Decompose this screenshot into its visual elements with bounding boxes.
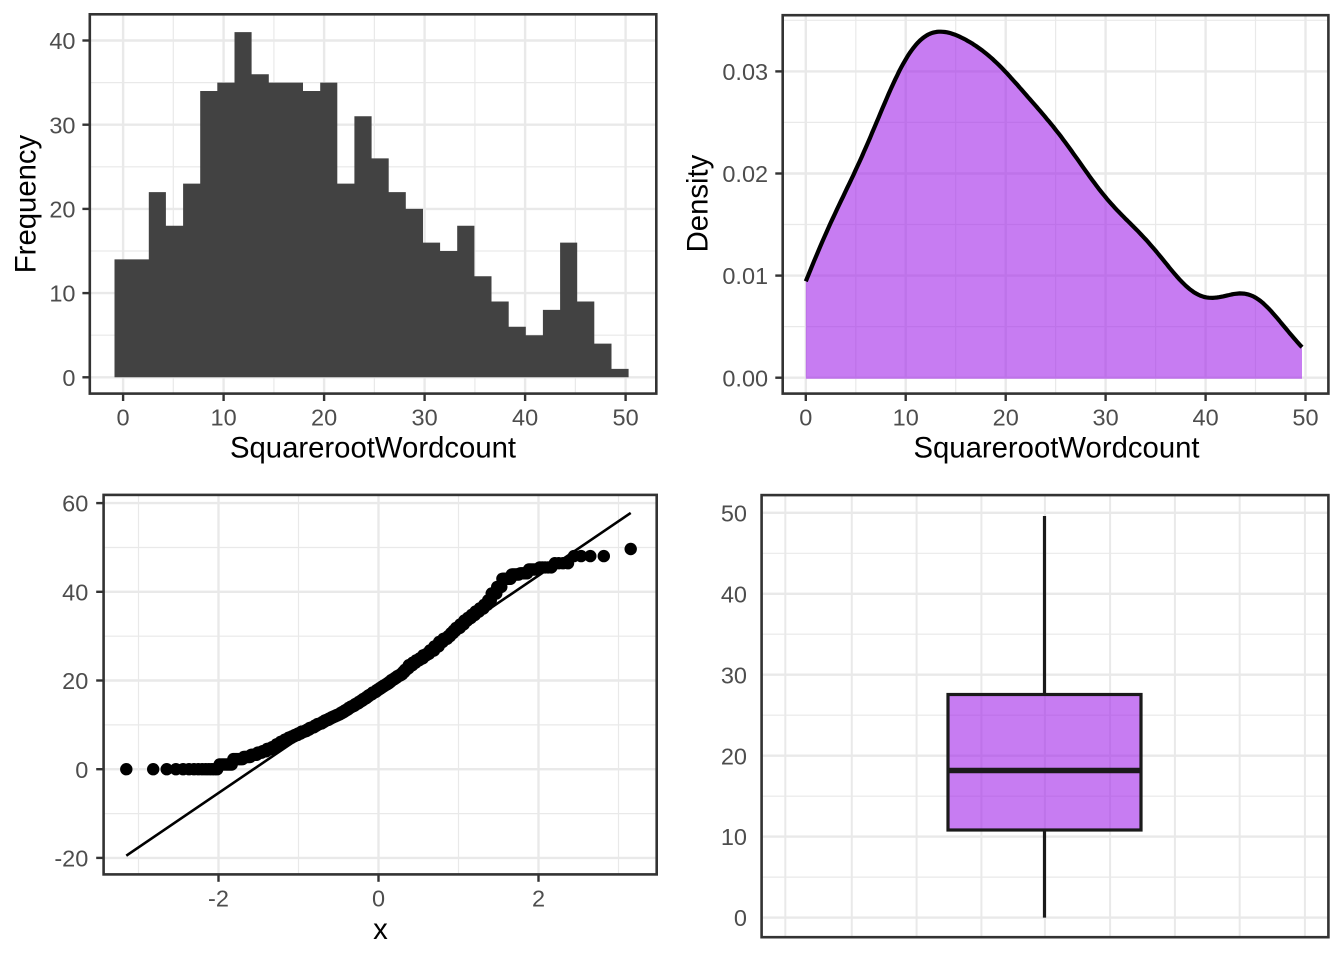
svg-text:10: 10	[49, 281, 75, 307]
svg-text:10: 10	[721, 824, 747, 850]
svg-text:2: 2	[532, 885, 545, 911]
svg-text:SquarerootWordcount: SquarerootWordcount	[230, 432, 516, 465]
svg-text:0: 0	[372, 885, 385, 911]
svg-text:0: 0	[734, 905, 747, 931]
svg-text:40: 40	[721, 581, 747, 607]
svg-text:Density: Density	[682, 154, 715, 252]
svg-text:20: 20	[311, 404, 337, 430]
svg-text:Frequency: Frequency	[10, 134, 43, 273]
svg-text:SquarerootWordcount: SquarerootWordcount	[913, 432, 1199, 465]
svg-text:20: 20	[721, 743, 747, 769]
svg-text:60: 60	[62, 491, 88, 517]
svg-text:x: x	[373, 913, 388, 946]
svg-text:20: 20	[993, 404, 1019, 430]
svg-text:50: 50	[721, 500, 747, 526]
svg-text:0.00: 0.00	[722, 365, 768, 391]
svg-text:40: 40	[62, 579, 88, 605]
svg-text:0: 0	[62, 365, 75, 391]
svg-text:30: 30	[721, 662, 747, 688]
svg-text:0.03: 0.03	[722, 59, 768, 85]
svg-text:20: 20	[62, 668, 88, 694]
svg-text:-20: -20	[54, 846, 88, 872]
svg-text:0: 0	[117, 404, 130, 430]
svg-text:50: 50	[613, 404, 639, 430]
svg-text:40: 40	[512, 404, 538, 430]
svg-text:30: 30	[49, 112, 75, 138]
svg-text:50: 50	[1292, 404, 1318, 430]
svg-text:0: 0	[75, 757, 88, 783]
svg-text:30: 30	[1093, 404, 1119, 430]
svg-text:-2: -2	[208, 885, 229, 911]
svg-text:40: 40	[1193, 404, 1219, 430]
svg-text:10: 10	[211, 404, 237, 430]
svg-text:0.01: 0.01	[722, 263, 768, 289]
svg-text:0.02: 0.02	[722, 161, 768, 187]
svg-text:0: 0	[799, 404, 812, 430]
svg-text:10: 10	[893, 404, 919, 430]
svg-text:30: 30	[412, 404, 438, 430]
svg-text:20: 20	[49, 197, 75, 223]
svg-text:40: 40	[49, 28, 75, 54]
